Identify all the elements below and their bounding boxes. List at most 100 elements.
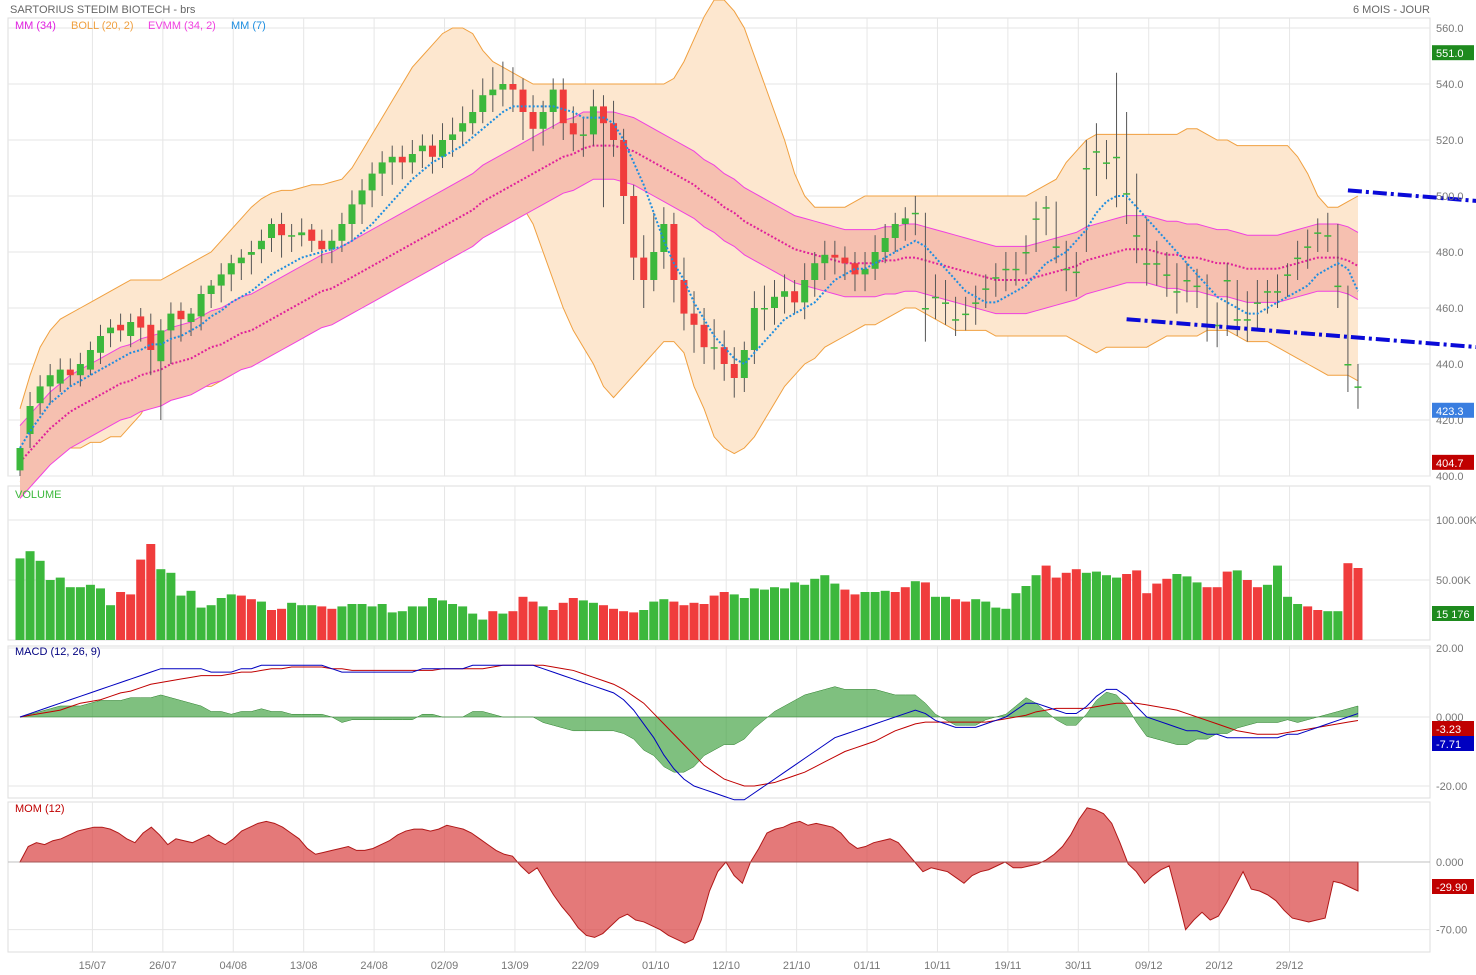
price-tag-text: 404.7 — [1436, 458, 1464, 470]
x-tick-label: 04/08 — [219, 960, 247, 972]
macd-tick-label: -20.00 — [1436, 781, 1467, 793]
volume-bar — [246, 599, 256, 640]
volume-bar — [85, 584, 95, 640]
candle-body — [1334, 285, 1342, 288]
volume-bar — [910, 581, 920, 640]
candle-body — [911, 212, 919, 215]
momentum-panel — [8, 807, 1430, 944]
price-tag-bg — [1432, 402, 1474, 418]
candle-body — [891, 224, 899, 238]
legend-mm7: MM (7) — [231, 20, 266, 32]
macd-panel — [19, 664, 1359, 801]
mom-tick-label: -70.00 — [1436, 925, 1467, 937]
x-tick-label: 19/11 — [995, 960, 1022, 972]
candle-body — [942, 302, 950, 304]
candle-body — [46, 375, 54, 387]
bollinger-band-fill — [20, 0, 1358, 482]
volume-bar — [478, 619, 488, 640]
volume-bar — [377, 604, 387, 640]
candle-body — [710, 347, 718, 349]
volume-tick-label: 100.00K — [1436, 515, 1476, 527]
candle-body — [881, 238, 889, 252]
candle-body — [952, 319, 960, 321]
volume-bar — [327, 608, 337, 640]
candle-body — [499, 84, 507, 90]
volume-bar — [1333, 611, 1343, 640]
candle-body — [559, 89, 567, 124]
volume-bar — [196, 607, 206, 640]
candle-body — [1314, 232, 1322, 234]
volume-bar — [1122, 574, 1132, 640]
macd-histogram — [19, 686, 1359, 773]
volume-bar — [689, 602, 699, 640]
volume-bar — [578, 600, 588, 640]
candle-body — [1072, 271, 1080, 274]
price-tag-bg — [1432, 45, 1474, 61]
candle-body — [1133, 235, 1141, 237]
volume-bar — [1252, 587, 1262, 640]
candle-body — [247, 252, 255, 255]
candle-body — [509, 84, 517, 90]
volume-bar — [810, 578, 820, 640]
volume-bar — [508, 611, 518, 640]
volume-bar — [830, 583, 840, 640]
volume-bar — [427, 598, 437, 640]
volume-bar — [719, 592, 729, 640]
volume-bar — [15, 558, 25, 640]
volume-bar — [347, 604, 357, 640]
volume-bar — [1353, 568, 1363, 640]
x-tick-label: 01/11 — [854, 960, 881, 972]
volume-bar — [548, 610, 558, 640]
candle-body — [127, 322, 135, 336]
candle-body — [1143, 263, 1151, 265]
macd-line — [19, 664, 1359, 801]
candle-body — [489, 89, 497, 96]
candle-body — [690, 313, 698, 325]
volume-bar — [35, 560, 45, 640]
candle-body — [1123, 193, 1131, 195]
candle-body — [1193, 285, 1201, 288]
volume-bar — [568, 598, 578, 640]
candle-body — [328, 240, 336, 250]
price-tick-label: 480.0 — [1436, 247, 1464, 259]
legend-evmm: EVMM (34, 2) — [148, 20, 216, 32]
candle-body — [1354, 386, 1362, 388]
price-tick-label: 500.0 — [1436, 191, 1464, 203]
volume-bar — [820, 575, 830, 640]
volume-bar — [226, 594, 236, 640]
candle-body — [871, 252, 879, 269]
volume-bar — [1061, 572, 1071, 640]
candle-body — [962, 313, 970, 316]
candle-body — [931, 296, 939, 299]
candle-body — [86, 350, 94, 370]
candle-body — [76, 364, 84, 376]
volume-bar — [870, 592, 880, 640]
volume-bar — [598, 605, 608, 640]
volume-bar — [216, 598, 226, 640]
candle-body — [1082, 168, 1090, 170]
candle-body — [579, 134, 587, 136]
price-tick-label: 420.0 — [1436, 415, 1464, 427]
volume-bar — [186, 590, 196, 640]
bollinger-band-upper — [19, 0, 1359, 409]
volume-tag-text: 15 176 — [1436, 609, 1470, 621]
evmm-band-lower — [19, 178, 1359, 499]
volume-tick-label: 50.00K — [1436, 575, 1472, 587]
macd-title: MACD (12, 26, 9) — [15, 646, 101, 658]
volume-bar — [639, 610, 649, 640]
candle-body — [801, 280, 809, 303]
candle-body — [599, 106, 607, 124]
volume-tag-bg — [1432, 606, 1474, 621]
volume-bar — [1343, 563, 1353, 640]
candle-body — [217, 274, 225, 286]
volume-bar — [65, 587, 75, 640]
volume-bar — [840, 589, 850, 640]
volume-bar — [337, 606, 347, 640]
candle-body — [469, 112, 477, 124]
candle-body — [56, 369, 64, 384]
candle-body — [348, 204, 356, 224]
volume-bar — [448, 604, 458, 640]
volume-bar — [961, 601, 971, 640]
candle-body — [16, 448, 24, 471]
candle-body — [861, 268, 869, 275]
